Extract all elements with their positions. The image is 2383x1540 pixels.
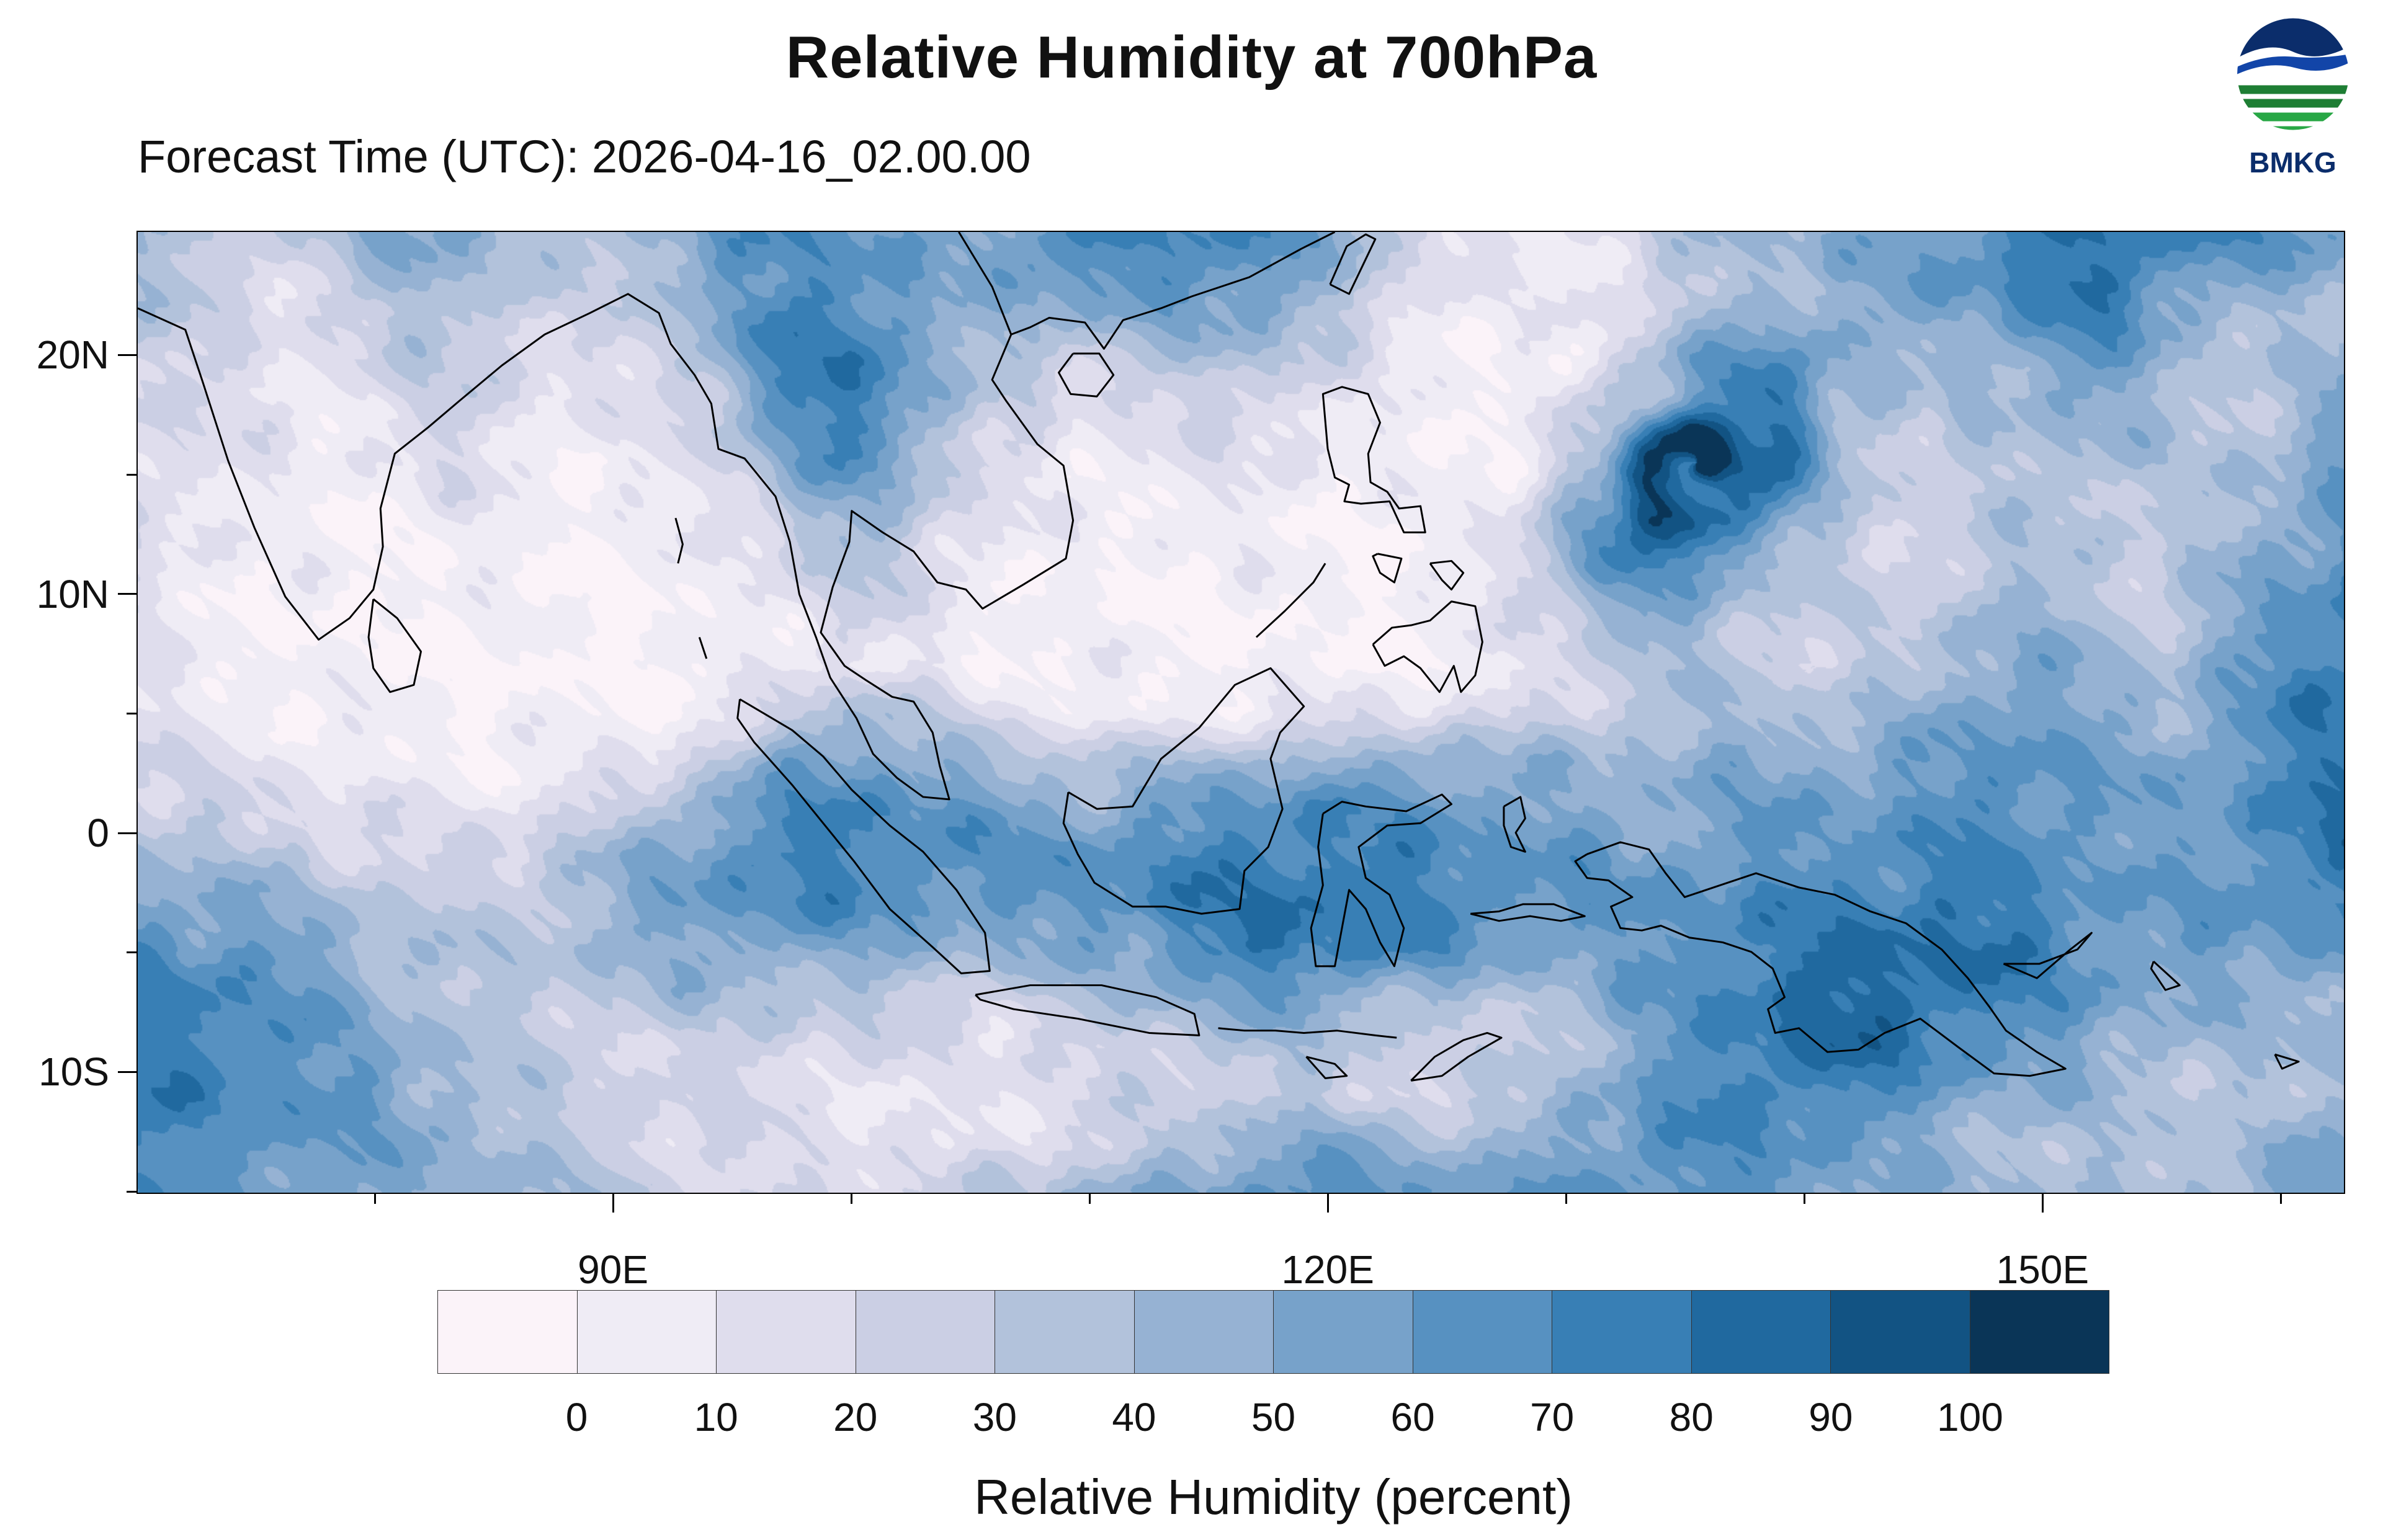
colorbar-tick-label: 100 (1937, 1395, 2003, 1440)
colorbar-tick-label: 20 (833, 1395, 878, 1440)
colorbar-tick-label: 40 (1112, 1395, 1156, 1440)
colorbar-tick-label: 10 (694, 1395, 738, 1440)
y-axis-label: 10N (36, 571, 109, 616)
y-axis-label: 10S (38, 1049, 109, 1095)
coastline-visayas (1372, 553, 1403, 584)
axis-tick (127, 1190, 136, 1193)
coastline-samar_leyte (1429, 559, 1465, 591)
coastline-seram_buru (1470, 903, 1586, 922)
y-axis-label: 0 (87, 811, 109, 856)
colorbar-tick-labels: 0 10 20 30 40 50 60 70 80 90 100 (437, 1394, 2109, 1440)
coastline-lesser_sunda (1218, 1027, 1397, 1039)
coastline-bougainville (2150, 961, 2181, 991)
colorbar-tick-label: 60 (1390, 1395, 1435, 1440)
coastline-timor (1410, 1031, 1503, 1082)
colorbar-box (1273, 1290, 1413, 1374)
colorbar-tick-label: 80 (1669, 1395, 1714, 1440)
coastline-south_china_coast (1011, 232, 1336, 350)
colorbar-box (437, 1290, 577, 1374)
colorbar-box (1133, 1290, 1273, 1374)
axis-tick (612, 1194, 614, 1213)
colorbar-box (855, 1290, 995, 1374)
forecast-time-label: Forecast Time (UTC): 2026-04-16_02.00.00 (138, 131, 1031, 182)
axis-tick (2279, 1194, 2282, 1204)
axis-tick (127, 712, 136, 714)
colorbar-tick-label: 70 (1530, 1395, 1575, 1440)
axis-tick (1326, 1194, 1329, 1213)
colorbar-tick-label: 90 (1808, 1395, 1853, 1440)
colorbar (437, 1290, 2109, 1374)
axis-tick (118, 593, 136, 595)
coastline-sulawesi (1310, 793, 1453, 968)
axis-tick (850, 1194, 852, 1204)
axis-tick (1565, 1194, 1567, 1204)
coastline-luzon (1321, 386, 1426, 533)
page-title: Relative Humidity at 700hPa (785, 24, 1598, 91)
colorbar-box (1552, 1290, 1691, 1374)
coastline-hainan (1058, 352, 1115, 398)
coastline-java (975, 984, 1200, 1036)
bmkg-logo-text: BMKG (2249, 146, 2336, 179)
axis-tick (1803, 1194, 1805, 1204)
axis-tick (118, 354, 136, 356)
colorbar-tick-label: 30 (972, 1395, 1017, 1440)
coastline-new_guinea (1574, 841, 2067, 1077)
map-plot (136, 231, 2345, 1194)
axis-tick (118, 832, 136, 834)
coastline-nicobar (698, 636, 708, 659)
axis-tick (127, 951, 136, 954)
x-axis-label: 120E (1281, 1247, 1374, 1292)
colorbar-box (1691, 1290, 1830, 1374)
axis-tick (373, 1194, 376, 1204)
coastline-asia_mainland (138, 232, 1075, 801)
coastline-sri_lanka (367, 598, 422, 693)
bmkg-logo-icon (2237, 18, 2349, 130)
coastline-palawan (1255, 563, 1326, 638)
axis-tick (127, 473, 136, 476)
coastline-halmahera (1503, 796, 1526, 853)
coastline-sumatra (736, 698, 991, 974)
colorbar-tick-label: 50 (1251, 1395, 1296, 1440)
colorbar-box (1412, 1290, 1552, 1374)
colorbar-box (1969, 1290, 2109, 1374)
coastlines-overlay (138, 232, 2300, 1082)
coastline-new_britain (2003, 932, 2093, 979)
y-axis-label: 20N (36, 332, 109, 378)
colorbar-box (716, 1290, 856, 1374)
coastline-taiwan (1329, 233, 1377, 295)
axis-tick (118, 1070, 136, 1073)
coastline-andaman (674, 517, 684, 564)
bmkg-logo: BMKG (2226, 11, 2359, 179)
coastline-borneo (1062, 667, 1305, 915)
colorbar-tick-label: 0 (565, 1395, 588, 1440)
coastline-mindanao (1372, 600, 1483, 693)
colorbar-box (1830, 1290, 1970, 1374)
coastline-guadalcanal (2274, 1053, 2300, 1070)
x-axis-label: 150E (1996, 1247, 2089, 1292)
colorbar-box (995, 1290, 1134, 1374)
humidity-field-canvas (138, 232, 2344, 1193)
axis-tick (2041, 1194, 2044, 1213)
coastline-sumba (1305, 1056, 1348, 1079)
axis-tick (1088, 1194, 1091, 1204)
colorbar-box (576, 1290, 716, 1374)
x-axis-label: 90E (578, 1247, 648, 1292)
colorbar-title: Relative Humidity (percent) (974, 1469, 1573, 1524)
